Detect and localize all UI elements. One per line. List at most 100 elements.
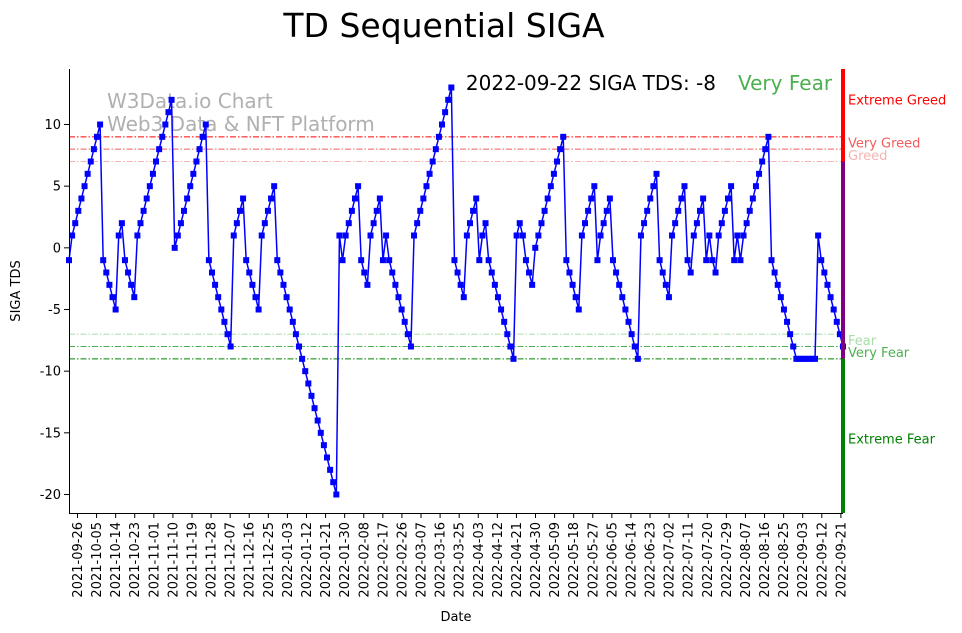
data-point	[504, 331, 511, 338]
data-point	[827, 294, 834, 301]
data-point	[697, 207, 704, 214]
data-point	[215, 294, 222, 301]
x-tick-label: 2022-07-02	[663, 522, 678, 598]
data-point	[358, 257, 365, 264]
data-point	[793, 355, 800, 362]
data-point	[836, 331, 843, 338]
data-point	[314, 417, 321, 424]
data-point	[731, 257, 738, 264]
side-label: Extreme Fear	[848, 433, 936, 448]
data-point	[146, 183, 153, 190]
data-point	[510, 355, 517, 362]
x-tick-label: 2021-10-05	[90, 522, 105, 598]
data-point	[560, 133, 567, 140]
data-point	[578, 232, 585, 239]
data-point	[128, 281, 135, 288]
data-point	[140, 207, 147, 214]
x-tick-label: 2021-11-01	[147, 522, 162, 598]
x-tick-label: 2022-02-17	[376, 522, 391, 598]
data-point	[174, 232, 181, 239]
data-point	[292, 331, 299, 338]
data-point	[299, 355, 306, 362]
data-point	[355, 183, 362, 190]
data-point	[672, 220, 679, 227]
data-point	[90, 146, 97, 153]
data-point	[784, 318, 791, 325]
x-tick-label: 2022-01-03	[281, 522, 296, 598]
data-point	[289, 318, 296, 325]
data-point	[168, 96, 175, 103]
data-point	[678, 195, 685, 202]
x-tick-label: 2022-09-21	[834, 522, 849, 598]
data-point	[538, 220, 545, 227]
series-line	[68, 87, 844, 495]
data-point	[351, 195, 358, 202]
data-point	[585, 207, 592, 214]
data-point	[311, 405, 318, 412]
data-point	[348, 207, 355, 214]
data-point	[131, 294, 138, 301]
data-point	[435, 133, 442, 140]
data-point	[740, 232, 747, 239]
data-point	[137, 220, 144, 227]
data-point	[597, 232, 604, 239]
data-point	[364, 281, 371, 288]
data-point	[336, 232, 343, 239]
data-point	[339, 257, 346, 264]
data-point	[547, 183, 554, 190]
data-point	[501, 318, 508, 325]
data-point	[398, 306, 405, 313]
data-point	[196, 146, 203, 153]
data-point	[700, 195, 707, 202]
data-point	[97, 121, 104, 128]
data-point	[121, 257, 128, 264]
data-point	[283, 294, 290, 301]
data-point	[460, 294, 467, 301]
data-point	[808, 355, 815, 362]
y-tick-label: -5	[48, 303, 61, 318]
data-point	[796, 355, 803, 362]
data-point	[280, 281, 287, 288]
data-point	[768, 257, 775, 264]
reference-lines	[69, 136, 843, 360]
y-tick-label: -15	[40, 426, 61, 441]
data-point	[392, 281, 399, 288]
data-point	[516, 220, 523, 227]
data-point	[252, 294, 259, 301]
data-point	[230, 232, 237, 239]
x-tick-label: 2021-11-28	[205, 522, 220, 598]
data-point	[149, 170, 156, 177]
data-point	[625, 318, 632, 325]
x-tick-label: 2022-01-21	[319, 522, 334, 598]
data-point	[752, 183, 759, 190]
x-tick-label: 2021-11-19	[185, 522, 200, 598]
x-ticks: 2021-09-26 2021-10-05 2021-10-14 2021-10-23…	[71, 513, 849, 598]
data-point	[718, 220, 725, 227]
x-tick-label: 2022-01-30	[338, 522, 353, 598]
data-point	[802, 355, 809, 362]
x-tick-label: 2022-06-14	[624, 522, 639, 598]
data-point	[749, 195, 756, 202]
data-point	[205, 257, 212, 264]
data-point	[690, 232, 697, 239]
data-point	[681, 183, 688, 190]
data-point	[582, 220, 588, 227]
data-point	[333, 491, 340, 498]
x-tick-label: 2022-07-11	[682, 522, 697, 598]
data-point	[249, 281, 256, 288]
x-tick-label: 2022-05-09	[548, 522, 563, 598]
data-point	[134, 232, 141, 239]
data-point	[159, 133, 166, 140]
x-tick-label: 2022-03-25	[453, 522, 468, 598]
x-tick-label: 2022-07-20	[701, 522, 716, 598]
data-point	[439, 121, 446, 128]
data-point	[535, 232, 542, 239]
data-point	[308, 392, 315, 399]
data-point	[423, 183, 430, 190]
data-point	[566, 269, 573, 276]
data-point	[485, 257, 492, 264]
data-point	[728, 183, 735, 190]
x-tick-label: 2022-04-30	[529, 522, 544, 598]
data-point	[411, 232, 418, 239]
watermark-line-2: Web3 Data & NFT Platform	[107, 112, 375, 136]
